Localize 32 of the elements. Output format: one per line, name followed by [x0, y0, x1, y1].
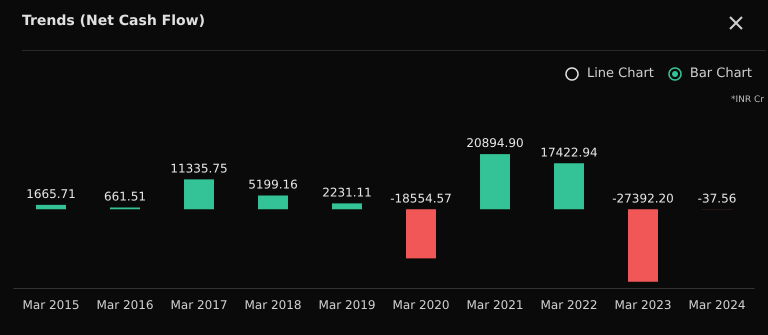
x-tick-label: Mar 2018 — [244, 298, 302, 312]
x-tick-label: Mar 2024 — [688, 298, 746, 312]
bar — [628, 209, 658, 282]
x-tick-label: Mar 2022 — [540, 298, 598, 312]
data-label: 11335.75 — [170, 161, 228, 176]
bar — [332, 203, 362, 210]
data-label: -27392.20 — [612, 191, 674, 206]
data-label: 20894.90 — [466, 136, 524, 150]
bar — [184, 179, 214, 210]
text: *INR Cr — [731, 95, 764, 105]
data-label: 2231.11 — [322, 186, 372, 200]
data-label: 17422.94 — [540, 145, 598, 160]
data-label: 1665.71 — [26, 187, 76, 202]
text: Bar Chart — [690, 66, 752, 81]
x-tick-label: Mar 2016 — [96, 298, 154, 312]
bar — [406, 209, 436, 258]
bar — [36, 204, 66, 210]
x-tick-label: Mar 2017 — [170, 298, 228, 312]
bar — [480, 154, 510, 210]
x-tick-label: Mar 2019 — [318, 298, 376, 312]
x-tick-label: Mar 2020 — [392, 298, 450, 312]
text: Line Chart — [586, 66, 654, 81]
bar — [258, 196, 288, 210]
x-tick-label: Mar 2023 — [614, 298, 672, 312]
data-label: 5199.16 — [248, 178, 298, 192]
data-label: -18554.57 — [390, 191, 452, 206]
data-label: -37.56 — [698, 191, 736, 206]
bar — [554, 163, 584, 210]
data-label: 661.51 — [104, 190, 146, 204]
x-tick-label: Mar 2021 — [466, 298, 524, 312]
x-tick-label: Mar 2015 — [22, 298, 80, 312]
chart-title: Trends (Net Cash Flow) — [22, 13, 205, 29]
